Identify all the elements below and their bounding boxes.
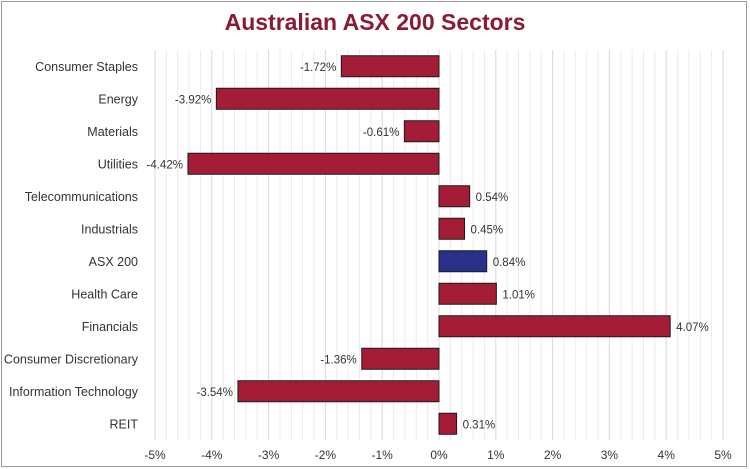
category-label: Utilities <box>98 157 138 171</box>
bar <box>340 55 440 78</box>
x-tick-label: 5% <box>714 448 732 462</box>
category-label: Health Care <box>71 287 138 301</box>
bar <box>438 282 497 305</box>
bar <box>438 315 671 338</box>
bar <box>215 87 440 110</box>
bar <box>438 250 488 273</box>
x-tick-label: -5% <box>144 448 166 462</box>
data-label: 0.31% <box>463 419 496 431</box>
data-label: -1.36% <box>320 354 356 366</box>
x-tick-label: 0% <box>430 448 448 462</box>
data-label: 0.84% <box>493 257 526 269</box>
category-label: Energy <box>98 92 138 106</box>
data-label: 4.07% <box>676 322 709 334</box>
x-tick-label: 2% <box>544 448 562 462</box>
bar <box>438 217 466 240</box>
x-tick-label: -1% <box>372 448 394 462</box>
data-label: -3.54% <box>196 387 232 399</box>
category-label: Financials <box>82 320 138 334</box>
x-tick-label: -2% <box>315 448 337 462</box>
category-label: ASX 200 <box>89 255 138 269</box>
data-label: 1.01% <box>502 289 535 301</box>
category-label: Consumer Discretionary <box>4 352 139 366</box>
bar <box>187 152 440 175</box>
x-tick-label: -3% <box>258 448 280 462</box>
data-label: -0.61% <box>363 127 399 139</box>
bar <box>438 412 458 435</box>
x-tick-label: -4% <box>201 448 223 462</box>
data-label: -4.42% <box>147 159 183 171</box>
category-label: Materials <box>87 125 138 139</box>
data-label: -1.72% <box>300 62 336 74</box>
x-tick-label: 4% <box>658 448 676 462</box>
bar <box>438 185 471 208</box>
category-label: Information Technology <box>9 385 139 399</box>
x-tick-label: 3% <box>601 448 619 462</box>
chart-title: Australian ASX 200 Sectors <box>224 9 526 35</box>
bar <box>361 347 440 370</box>
data-label: 0.45% <box>471 224 504 236</box>
category-label: Consumer Staples <box>35 60 138 74</box>
bar <box>403 120 440 143</box>
data-label: 0.54% <box>476 192 509 204</box>
category-label: Telecommunications <box>25 190 138 204</box>
x-tick-label: 1% <box>487 448 505 462</box>
bar <box>237 380 440 403</box>
category-label: REIT <box>110 417 139 431</box>
category-label: Industrials <box>81 222 138 236</box>
data-label: -3.92% <box>175 94 211 106</box>
